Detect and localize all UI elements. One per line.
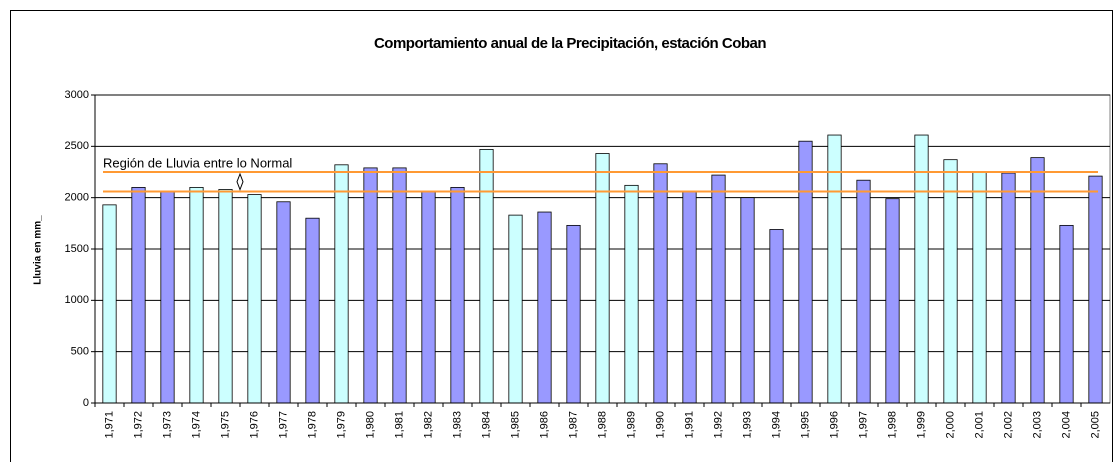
bar: [508, 214, 523, 404]
bar: [682, 191, 697, 404]
bar: [247, 194, 262, 404]
bar: [218, 189, 233, 404]
bar: [914, 134, 929, 404]
chart-title: Comportamiento anual de la Precipitación…: [374, 35, 766, 52]
x-tick-label: 1,992: [712, 411, 724, 439]
bar: [450, 186, 465, 404]
x-tick-label: 2,005: [1089, 411, 1101, 439]
x-tick-label: 1,983: [451, 411, 463, 439]
x-tick-label: 1,989: [625, 411, 637, 439]
bar: [711, 174, 726, 404]
bar: [189, 186, 204, 404]
bar: [1059, 224, 1074, 404]
bar: [827, 134, 842, 404]
bar: [334, 164, 349, 404]
bar: [972, 171, 987, 404]
y-tick-label: 3000: [65, 89, 89, 101]
bar: [798, 140, 813, 404]
x-tick-label: 1,985: [509, 411, 521, 439]
x-tick-label: 1,971: [103, 411, 115, 439]
x-tick-label: 1,978: [306, 411, 318, 439]
x-tick-label: 1,973: [161, 411, 173, 439]
x-tick-label: 2,002: [1002, 411, 1014, 439]
x-tick-label: 1,974: [190, 411, 202, 439]
bar: [421, 191, 436, 404]
y-tick-label: 1000: [65, 294, 89, 306]
bar: [160, 191, 175, 404]
y-axis-label: Lluvia en mm_: [33, 215, 44, 285]
y-tick-label: 500: [71, 346, 89, 358]
bar: [131, 186, 146, 404]
annotation-arrow: [236, 172, 244, 191]
x-tick-label: 2,001: [973, 411, 985, 439]
x-tick-label: 1,999: [915, 411, 927, 439]
bar: [740, 197, 755, 404]
bar: [885, 198, 900, 404]
x-tick-label: 1,976: [248, 411, 260, 439]
bar: [537, 211, 552, 404]
x-tick-label: 1,977: [277, 411, 289, 439]
bar: [566, 224, 581, 404]
y-tick-label: 0: [83, 397, 89, 409]
bar: [276, 201, 291, 404]
x-tick-label: 1,990: [654, 411, 666, 439]
x-tick-label: 1,972: [132, 411, 144, 439]
x-tick-label: 2,003: [1031, 411, 1043, 439]
bar: [943, 159, 958, 404]
x-tick-label: 1,980: [364, 411, 376, 439]
bar: [392, 167, 407, 404]
x-tick-label: 1,975: [219, 411, 231, 439]
x-tick-label: 1,991: [683, 411, 695, 439]
x-tick-label: 1,988: [596, 411, 608, 439]
x-tick-label: 2,004: [1060, 411, 1072, 439]
x-tick-label: 1,994: [770, 411, 782, 439]
bar: [102, 204, 117, 404]
x-tick-label: 1,998: [886, 411, 898, 439]
bar: [305, 217, 320, 404]
x-tick-label: 1,982: [422, 411, 434, 439]
bar: [1001, 172, 1016, 404]
y-tick-label: 2500: [65, 140, 89, 152]
bar: [363, 167, 378, 404]
x-tick-label: 2,000: [944, 411, 956, 439]
y-tick-label: 1500: [65, 243, 89, 255]
bar: [1088, 175, 1103, 404]
x-tick-label: 1,995: [799, 411, 811, 439]
bar: [769, 229, 784, 404]
x-tick-label: 1,984: [480, 411, 492, 439]
x-tick-label: 1,993: [741, 411, 753, 439]
bar: [856, 179, 871, 404]
x-tick-label: 1,997: [857, 411, 869, 439]
annotation: Región de Lluvia entre lo Normal: [103, 155, 292, 170]
x-tick-label: 1,996: [828, 411, 840, 439]
x-tick-label: 1,987: [567, 411, 579, 439]
x-tick-label: 1,986: [538, 411, 550, 439]
x-tick-label: 1,981: [393, 411, 405, 439]
bar: [479, 149, 494, 404]
bar: [1030, 157, 1045, 404]
bar: [653, 163, 668, 404]
bar: [624, 184, 639, 404]
x-tick-label: 1,979: [335, 411, 347, 439]
y-tick-label: 2000: [65, 192, 89, 204]
